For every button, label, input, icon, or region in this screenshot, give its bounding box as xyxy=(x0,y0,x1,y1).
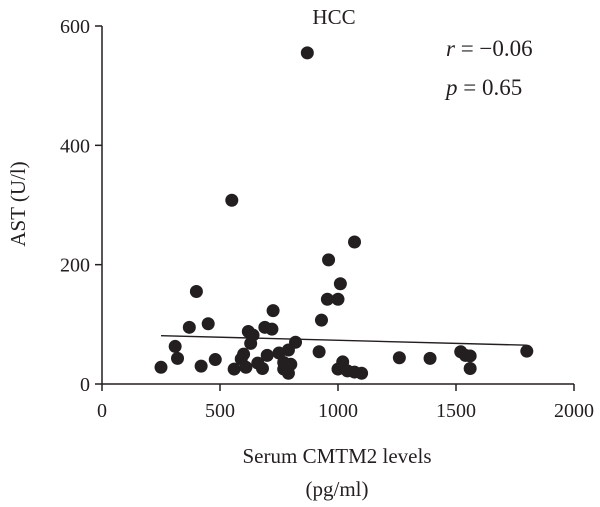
r-statistic: r = −0.06 xyxy=(446,36,533,61)
x-tick-label: 1000 xyxy=(318,400,358,422)
data-point xyxy=(333,277,347,291)
data-point xyxy=(208,353,222,367)
data-point xyxy=(300,46,314,60)
data-point xyxy=(355,366,369,380)
x-tick-label: 500 xyxy=(205,400,235,422)
data-point xyxy=(463,349,477,363)
data-point xyxy=(266,304,280,318)
p-value: = 0.65 xyxy=(458,75,523,100)
y-tick-label: 200 xyxy=(60,255,90,277)
data-point xyxy=(189,285,203,299)
r-value: = −0.06 xyxy=(455,36,533,61)
data-point xyxy=(260,348,274,362)
y-axis: 0 200 400 600 xyxy=(60,16,103,396)
data-point xyxy=(239,360,253,374)
data-point xyxy=(265,322,279,336)
data-point xyxy=(227,362,241,376)
p-statistic: p = 0.65 xyxy=(444,75,522,100)
y-axis-title: AST (U/l) xyxy=(6,161,30,246)
y-tick-label: 400 xyxy=(60,135,90,157)
chart-title: HCC xyxy=(312,5,355,29)
y-tick-label: 600 xyxy=(60,16,90,38)
regression-line xyxy=(160,334,527,346)
data-point xyxy=(182,320,196,334)
x-tick-label: 2000 xyxy=(554,400,594,422)
data-point xyxy=(320,292,334,306)
data-point xyxy=(314,313,328,327)
data-point xyxy=(154,360,168,374)
data-point xyxy=(463,361,477,375)
data-point xyxy=(255,361,269,375)
data-point xyxy=(392,351,406,365)
y-tick-label: 0 xyxy=(80,374,90,396)
data-point xyxy=(423,351,437,365)
data-point xyxy=(244,336,258,350)
data-point xyxy=(194,359,208,373)
data-point xyxy=(312,345,326,359)
data-point xyxy=(201,317,215,331)
data-point xyxy=(331,292,345,306)
r-symbol: r xyxy=(446,36,456,61)
x-axis-title-line1: Serum CMTM2 levels xyxy=(243,444,432,468)
x-axis-title-line2: (pg/ml) xyxy=(306,477,369,501)
x-axis: 0 500 1000 1500 2000 xyxy=(97,383,594,422)
data-points xyxy=(154,46,534,380)
data-point xyxy=(348,235,362,249)
data-point xyxy=(225,193,239,207)
x-tick-label: 0 xyxy=(97,400,107,422)
data-point xyxy=(520,344,534,358)
x-tick-label: 1500 xyxy=(436,400,476,422)
data-point xyxy=(171,351,185,365)
p-symbol: p xyxy=(444,75,458,100)
data-point xyxy=(168,339,182,353)
data-point xyxy=(281,366,295,380)
data-point xyxy=(322,253,336,267)
